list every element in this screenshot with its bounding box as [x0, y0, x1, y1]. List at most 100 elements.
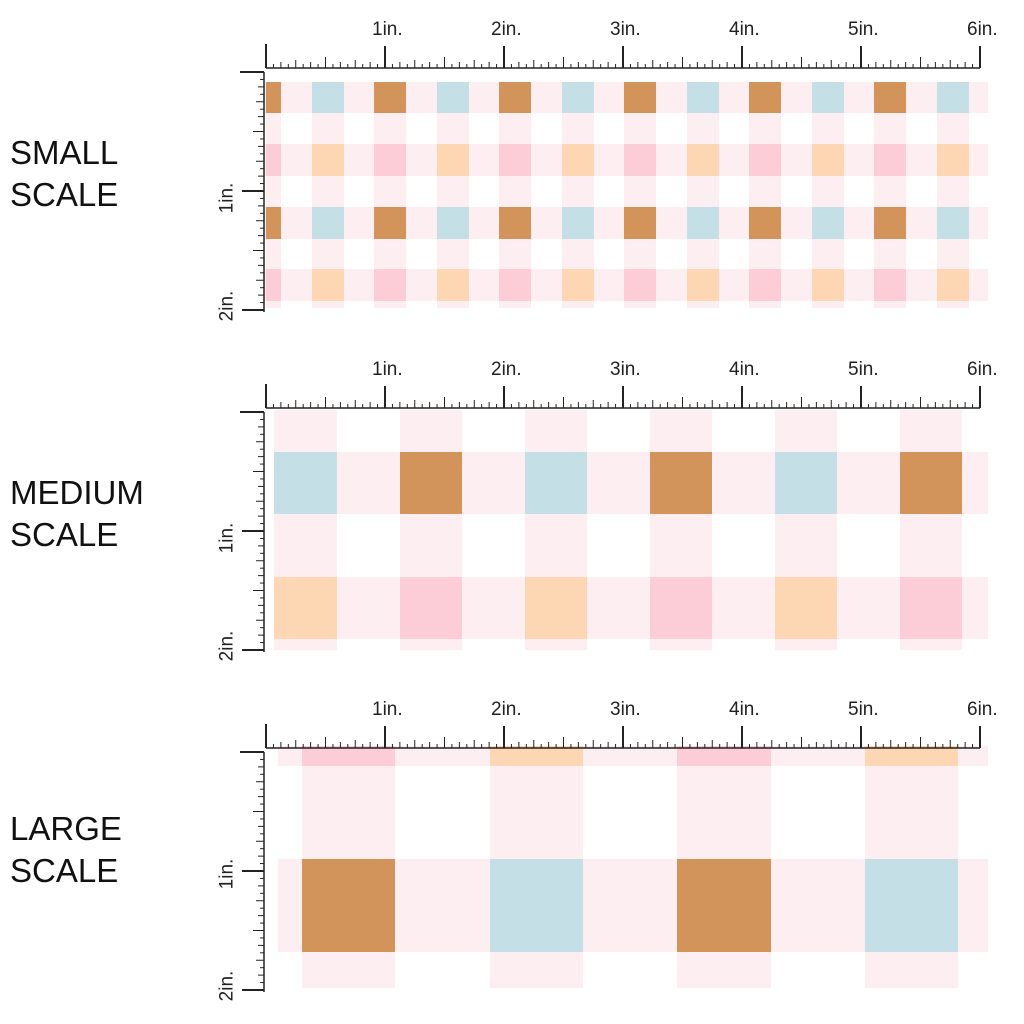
plaid-square-caramel — [400, 452, 462, 514]
plaid-square-pink — [650, 577, 712, 639]
plaid-square-caramel — [302, 859, 395, 952]
plaid-square-pink — [374, 144, 406, 176]
ruler-side-label-1: 1in. — [216, 858, 238, 890]
ruler-top-label-1: 1in. — [372, 19, 403, 40]
plaid-square-peach — [312, 269, 344, 301]
plaid-square-pink — [266, 144, 281, 176]
plaid-square-peach — [562, 269, 594, 301]
plaid-square-blue — [937, 207, 969, 239]
plaid-stripe-vertical — [266, 82, 281, 308]
ruler-top-label-6: 6in. — [967, 19, 998, 40]
plaid-square-caramel — [499, 82, 531, 113]
ruler-side-label-2: 2in. — [216, 290, 238, 322]
scale-label-line1: LARGE — [10, 810, 122, 847]
ruler-top-label-5: 5in. — [848, 699, 879, 720]
ruler-top-label-3: 3in. — [610, 359, 641, 380]
small-scale-section: SMALL SCALE 1in. 2in. 3in. 4in. 5in. 6in… — [0, 0, 1024, 330]
scale-label: MEDIUM SCALE — [10, 472, 144, 556]
plaid-square-peach — [437, 144, 469, 176]
plaid-square-blue — [562, 82, 594, 113]
ruler-top-label-2: 2in. — [491, 699, 522, 720]
plaid-square-blue — [687, 207, 719, 239]
large-scale-section: LARGE SCALE 1in. 2in. 3in. 4in. 5in. 6in… — [0, 680, 1024, 1010]
ruler-top-label-1: 1in. — [372, 359, 403, 380]
plaid-square-caramel — [374, 207, 406, 239]
plaid-square-caramel — [266, 82, 281, 113]
plaid-square-peach — [937, 144, 969, 176]
plaid-stripe-horizontal — [274, 577, 988, 639]
ruler-top-label-3: 3in. — [610, 19, 641, 40]
plaid-square-caramel — [374, 82, 406, 113]
plaid-square-caramel — [749, 207, 781, 239]
scale-label-line2: SCALE — [10, 176, 119, 213]
plaid-square-blue — [312, 207, 344, 239]
ruler — [240, 384, 981, 652]
plaid-square-pink — [749, 144, 781, 176]
plaid-square-pink — [874, 269, 906, 301]
ruler-top-label-6: 6in. — [967, 359, 998, 380]
plaid-square-peach — [562, 144, 594, 176]
plaid-square-caramel — [900, 452, 962, 514]
ruler — [240, 724, 981, 992]
scale-label: SMALL SCALE — [10, 132, 118, 216]
plaid-square-peach — [812, 144, 844, 176]
plaid-square-pink — [624, 269, 656, 301]
ruler-side-label-2: 2in. — [216, 970, 238, 1002]
plaid-square-peach — [312, 144, 344, 176]
plaid-square-peach — [937, 269, 969, 301]
plaid-square-peach — [775, 577, 837, 639]
plaid-square-blue — [937, 82, 969, 113]
plaid-square-pink — [874, 144, 906, 176]
ruler-top-label-2: 2in. — [491, 359, 522, 380]
plaid-square-blue — [437, 82, 469, 113]
plaid-square-peach — [525, 577, 587, 639]
plaid-square-blue — [687, 82, 719, 113]
plaid-square-pink — [749, 269, 781, 301]
ruler-top-label-4: 4in. — [729, 699, 760, 720]
plaid-square-blue — [775, 452, 837, 514]
scale-label: LARGE SCALE — [10, 808, 122, 892]
plaid-square-blue — [525, 452, 587, 514]
ruler-top-label-6: 6in. — [967, 699, 998, 720]
plaid-square-pink — [677, 746, 771, 766]
ruler — [240, 44, 981, 312]
plaid-square-pink — [900, 577, 962, 639]
ruler-top-label-4: 4in. — [729, 19, 760, 40]
ruler-top-label-5: 5in. — [848, 19, 879, 40]
plaid-square-caramel — [624, 207, 656, 239]
plaid-square-blue — [812, 207, 844, 239]
plaid-square-blue — [562, 207, 594, 239]
plaid-square-pink — [624, 144, 656, 176]
plaid-square-peach — [865, 746, 958, 766]
plaid-square-pink — [499, 269, 531, 301]
plaid-square-caramel — [624, 82, 656, 113]
plaid-square-peach — [274, 577, 337, 639]
scale-label-line1: MEDIUM — [10, 474, 144, 511]
plaid-square-caramel — [266, 207, 281, 239]
ruler-side-label-2: 2in. — [216, 630, 238, 662]
plaid-square-caramel — [650, 452, 712, 514]
plaid-stripe-horizontal — [278, 746, 988, 766]
plaid-square-pink — [499, 144, 531, 176]
ruler-side-label-1: 1in. — [216, 522, 238, 554]
plaid-square-blue — [812, 82, 844, 113]
plaid-square-caramel — [749, 82, 781, 113]
plaid-square-pink — [266, 269, 281, 301]
ruler-top-label-2: 2in. — [491, 19, 522, 40]
ruler-top-label-5: 5in. — [848, 359, 879, 380]
ruler-top-label-1: 1in. — [372, 699, 403, 720]
plaid-stripe-horizontal — [274, 452, 988, 514]
ruler-side-label-1: 1in. — [216, 182, 238, 214]
plaid-square-peach — [490, 746, 583, 766]
plaid-square-peach — [812, 269, 844, 301]
medium-scale-section: MEDIUM SCALE 1in. 2in. 3in. 4in. 5in. 6i… — [0, 340, 1024, 670]
plaid-square-blue — [312, 82, 344, 113]
plaid-square-blue — [865, 859, 958, 952]
plaid-square-pink — [374, 269, 406, 301]
plaid-square-pink — [400, 577, 462, 639]
ruler-top-label-3: 3in. — [610, 699, 641, 720]
plaid-square-blue — [274, 452, 337, 514]
plaid-square-peach — [687, 144, 719, 176]
scale-label-line2: SCALE — [10, 852, 119, 889]
plaid-square-caramel — [874, 82, 906, 113]
